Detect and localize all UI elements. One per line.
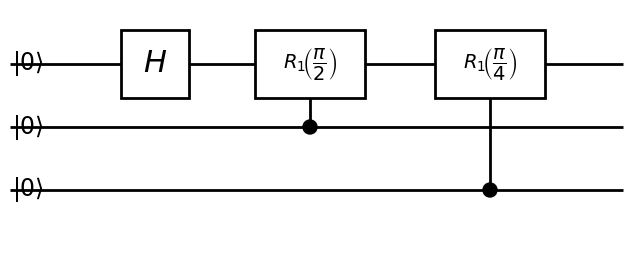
Text: $H$: $H$ <box>143 49 167 80</box>
Text: $|0\rangle$: $|0\rangle$ <box>12 176 44 204</box>
Text: $R_1\!\left(\dfrac{\pi}{4}\right)$: $R_1\!\left(\dfrac{\pi}{4}\right)$ <box>463 46 517 82</box>
Text: $|0\rangle$: $|0\rangle$ <box>12 113 44 141</box>
Text: $|0\rangle$: $|0\rangle$ <box>12 50 44 78</box>
Bar <box>255 30 365 98</box>
Circle shape <box>483 183 497 197</box>
Bar <box>435 30 545 98</box>
Text: $R_1\!\left(\dfrac{\pi}{2}\right)$: $R_1\!\left(\dfrac{\pi}{2}\right)$ <box>283 46 337 82</box>
Bar <box>121 30 189 98</box>
Circle shape <box>303 120 317 134</box>
